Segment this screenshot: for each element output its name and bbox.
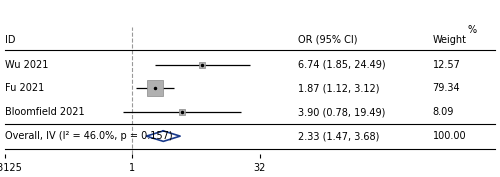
- Text: 100.00: 100.00: [432, 131, 466, 141]
- Text: 8.09: 8.09: [432, 107, 454, 117]
- Text: Fu 2021: Fu 2021: [5, 84, 44, 93]
- Text: 1.87 (1.12, 3.12): 1.87 (1.12, 3.12): [298, 84, 379, 93]
- Text: 6.74 (1.85, 24.49): 6.74 (1.85, 24.49): [298, 60, 385, 70]
- Text: %: %: [468, 25, 476, 35]
- Text: Weight: Weight: [432, 35, 466, 45]
- Text: 79.34: 79.34: [432, 84, 460, 93]
- Text: 2.33 (1.47, 3.68): 2.33 (1.47, 3.68): [298, 131, 379, 141]
- Text: OR (95% CI): OR (95% CI): [298, 35, 357, 45]
- Text: Wu 2021: Wu 2021: [5, 60, 49, 70]
- Text: ID: ID: [5, 35, 15, 45]
- Text: 3.90 (0.78, 19.49): 3.90 (0.78, 19.49): [298, 107, 385, 117]
- Text: Bloomfield 2021: Bloomfield 2021: [5, 107, 84, 117]
- Text: Overall, IV (I² = 46.0%, p = 0.157): Overall, IV (I² = 46.0%, p = 0.157): [5, 131, 172, 141]
- Polygon shape: [146, 131, 180, 141]
- Text: 12.57: 12.57: [432, 60, 460, 70]
